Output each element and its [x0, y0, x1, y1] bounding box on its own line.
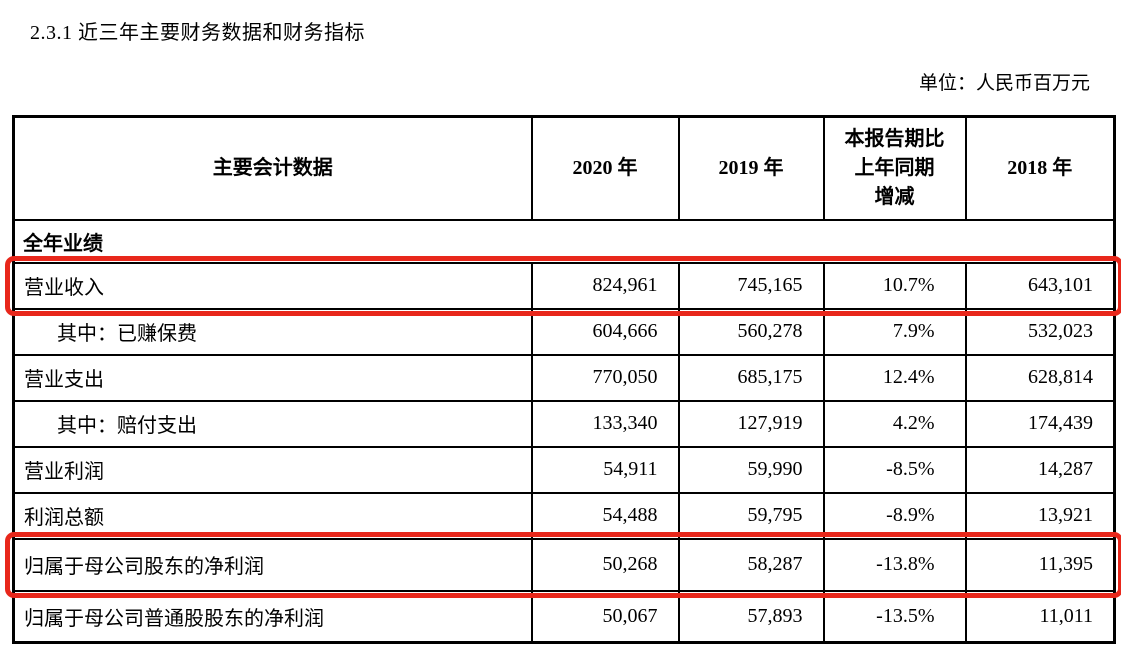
row-label-cell: 营业支出	[12, 353, 533, 402]
value-cell: -13.5%	[822, 589, 967, 644]
value-cell: 643,101	[964, 261, 1116, 310]
row-label-cell: 归属于母公司股东的净利润	[12, 537, 533, 592]
table-row: 利润总额 54,488 59,795 -8.9% 13,921	[12, 491, 1116, 540]
value-cell: 560,278	[677, 307, 825, 356]
table-header-cell: 2019 年	[677, 115, 825, 221]
value-cell: 4.2%	[822, 399, 967, 448]
table-row: 营业利润 54,911 59,990 -8.5% 14,287	[12, 445, 1116, 494]
table-row: 其中：赔付支出 133,340 127,919 4.2% 174,439	[12, 399, 1116, 448]
table-header-cell: 本报告期比 上年同期 增减	[822, 115, 967, 221]
value-cell: 12.4%	[822, 353, 967, 402]
table-row: 营业支出 770,050 685,175 12.4% 628,814	[12, 353, 1116, 402]
value-cell: 59,990	[677, 445, 825, 494]
value-cell: 59,795	[677, 491, 825, 540]
table-row: 营业收入 824,961 745,165 10.7% 643,101	[12, 261, 1116, 310]
value-cell: 127,919	[677, 399, 825, 448]
row-label-cell: 其中：已赚保费	[12, 307, 533, 356]
value-cell: -8.9%	[822, 491, 967, 540]
financial-data-table: 主要会计数据 2020 年 2019 年本报告期比 上年同期 增减 2018 年 全年…	[12, 115, 1116, 644]
value-cell: 11,395	[964, 537, 1116, 592]
table-header-cell: 2020 年	[530, 115, 680, 221]
value-cell: 133,340	[530, 399, 680, 448]
value-cell: 54,488	[530, 491, 680, 540]
value-cell: -13.8%	[822, 537, 967, 592]
value-cell: 11,011	[964, 589, 1116, 644]
section-title: 2.3.1 近三年主要财务数据和财务指标	[30, 22, 365, 44]
unit-label: 单位：人民币百万元	[918, 73, 1090, 94]
value-cell: 824,961	[530, 261, 680, 310]
value-cell: 745,165	[677, 261, 825, 310]
value-cell: -8.5%	[822, 445, 967, 494]
table-header-cell: 2018 年	[964, 115, 1116, 221]
value-cell: 58,287	[677, 537, 825, 592]
row-label-cell: 其中：赔付支出	[12, 399, 533, 448]
value-cell: 10.7%	[822, 261, 967, 310]
value-cell: 770,050	[530, 353, 680, 402]
value-cell: 7.9%	[822, 307, 967, 356]
row-label-cell: 营业利润	[12, 445, 533, 494]
table-header-row: 主要会计数据 2020 年 2019 年本报告期比 上年同期 增减 2018 年	[12, 115, 1116, 221]
row-label-cell: 利润总额	[12, 491, 533, 540]
value-cell: 50,268	[530, 537, 680, 592]
value-cell: 50,067	[530, 589, 680, 644]
value-cell: 57,893	[677, 589, 825, 644]
value-cell: 14,287	[964, 445, 1116, 494]
section-label-cell: 全年业绩	[12, 218, 1116, 264]
row-label-cell: 营业收入	[12, 261, 533, 310]
value-cell: 174,439	[964, 399, 1116, 448]
table-row: 其中：已赚保费 604,666 560,278 7.9% 532,023	[12, 307, 1116, 356]
value-cell: 54,911	[530, 445, 680, 494]
section-row: 全年业绩	[12, 218, 1116, 264]
row-label-cell: 归属于母公司普通股股东的净利润	[12, 589, 533, 644]
value-cell: 532,023	[964, 307, 1116, 356]
value-cell: 13,921	[964, 491, 1116, 540]
table-row: 归属于母公司股东的净利润 50,268 58,287 -13.8% 11,395	[12, 537, 1116, 592]
value-cell: 685,175	[677, 353, 825, 402]
value-cell: 604,666	[530, 307, 680, 356]
table-header-cell: 主要会计数据	[12, 115, 533, 221]
table-row: 归属于母公司普通股股东的净利润 50,067 57,893 -13.5% 11,011	[12, 589, 1116, 644]
value-cell: 628,814	[964, 353, 1116, 402]
